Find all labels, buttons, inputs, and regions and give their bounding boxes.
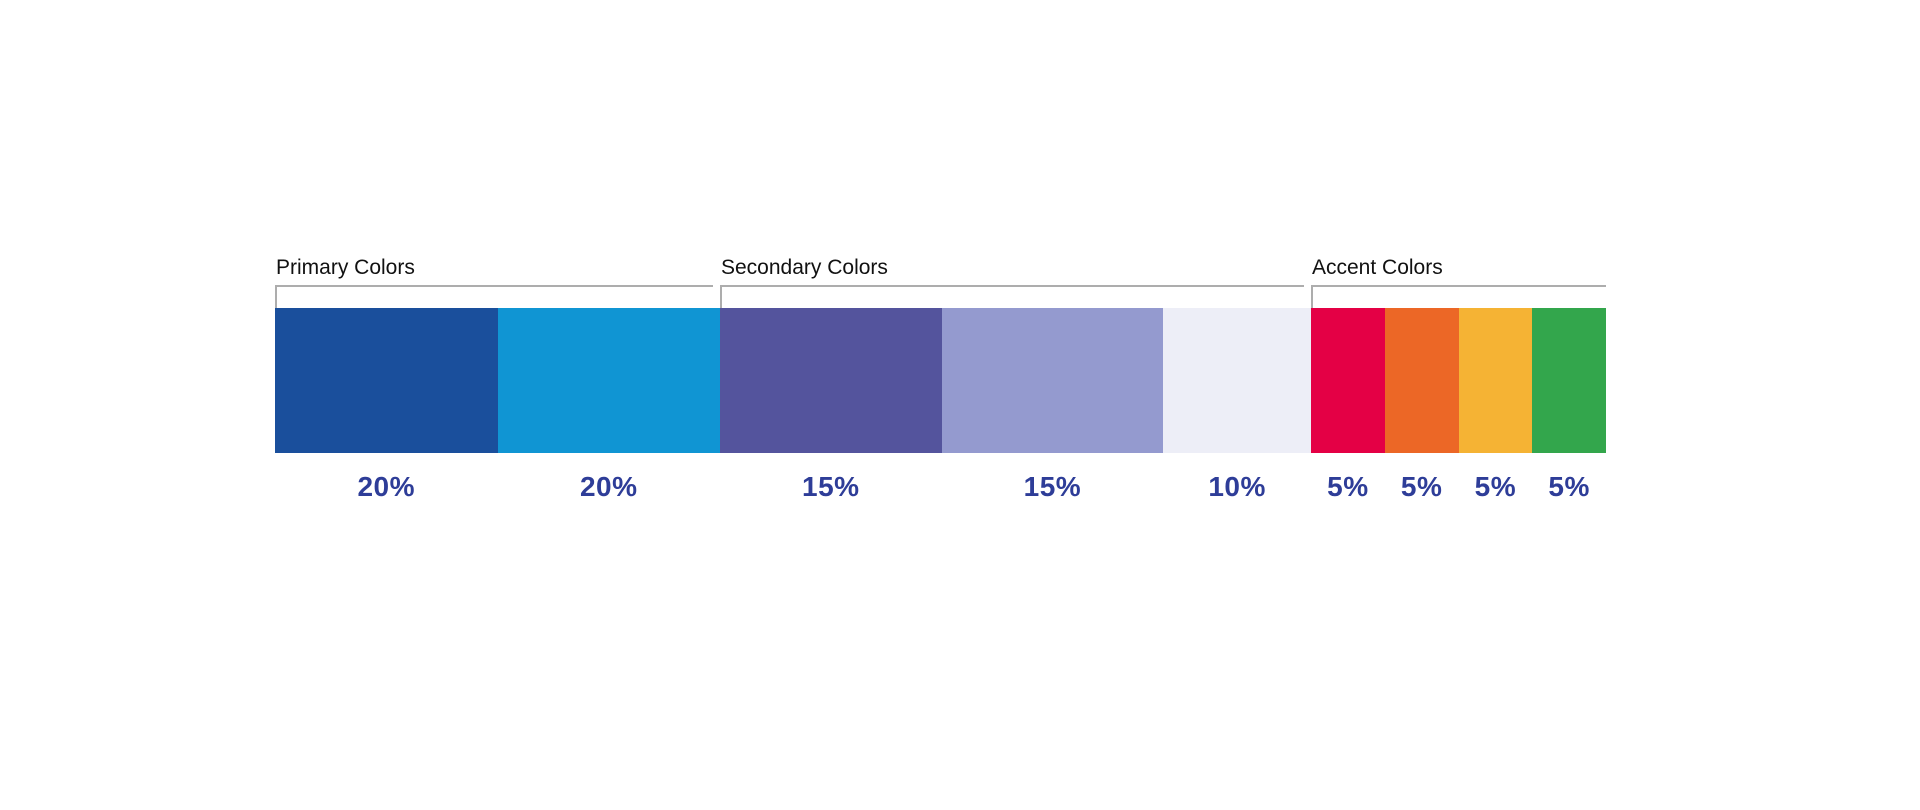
percent-label: 5% — [1400, 471, 1443, 502]
swatch-green — [1532, 308, 1606, 453]
percent-label: 15% — [802, 471, 860, 502]
swatch-purple — [720, 308, 942, 453]
group-track-bar — [720, 285, 1304, 308]
percent-labels-row: 20% 20% — [275, 473, 720, 501]
swatch-strip — [275, 308, 720, 453]
percent-label: 5% — [1327, 471, 1369, 502]
group-accent-colors: Accent Colors 5% 5% 5% 5% — [1311, 257, 1606, 501]
percent-label: 5% — [1548, 471, 1590, 502]
percent-label: 20% — [579, 471, 638, 502]
swatch-strip — [1311, 308, 1606, 453]
percent-label: 10% — [1208, 471, 1266, 502]
group-track-bar — [1311, 285, 1606, 308]
group-title: Primary Colors — [276, 256, 415, 279]
group-track-bar — [275, 285, 713, 308]
percent-label: 15% — [1023, 471, 1082, 502]
percent-label: 20% — [357, 471, 416, 502]
swatch-strip — [720, 308, 1311, 453]
percent-label: 5% — [1474, 471, 1517, 502]
percent-labels-row: 5% 5% 5% 5% — [1311, 473, 1606, 501]
swatch-lavender — [1163, 308, 1311, 453]
swatch-orange — [1384, 308, 1459, 453]
swatch-amber — [1458, 308, 1533, 453]
swatch-light-blue — [497, 308, 720, 453]
color-distribution-chart: Primary Colors 20% 20% Secondary Colors … — [275, 257, 1606, 501]
swatch-light-purple — [941, 308, 1164, 453]
group-title: Secondary Colors — [721, 256, 888, 279]
group-primary-colors: Primary Colors 20% 20% — [275, 257, 720, 501]
swatch-red — [1311, 308, 1385, 453]
group-secondary-colors: Secondary Colors 15% 15% 10% — [720, 257, 1311, 501]
swatch-dark-blue — [275, 308, 498, 453]
group-title: Accent Colors — [1312, 256, 1443, 279]
percent-labels-row: 15% 15% 10% — [720, 473, 1311, 501]
